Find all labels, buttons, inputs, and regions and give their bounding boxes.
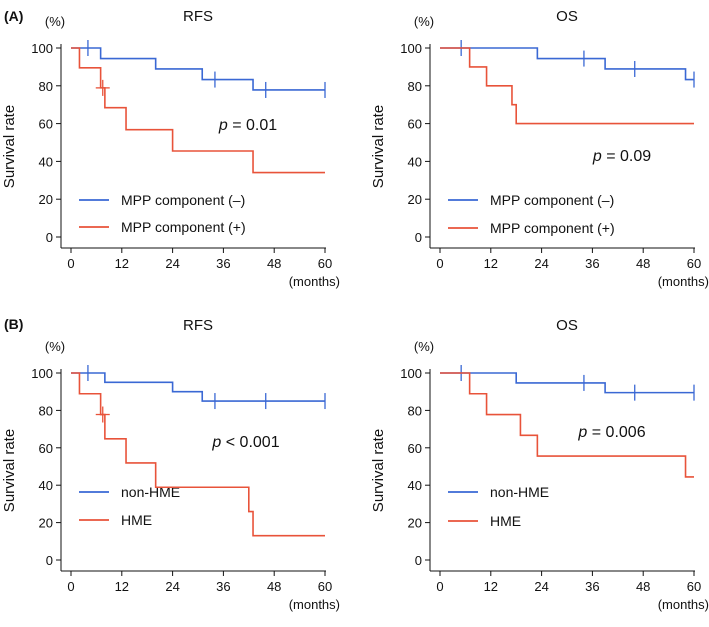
y-unit-label: (%) [414,339,434,354]
x-axis-label: (months) [658,597,709,612]
y-tick-label: 0 [415,230,422,245]
p-value: = 0.006 [587,424,645,441]
x-tick-label: 0 [436,579,443,594]
y-tick-label: 100 [400,366,422,381]
y-axis-label: Survival rate [1,105,18,188]
legend-label: non-HME [121,484,180,500]
y-tick-label: 20 [408,192,422,207]
x-tick-label: 48 [267,256,281,271]
legend-label: MPP component (–) [121,192,245,208]
chart-2-os: OS (%) Survival rate 0 20 40 60 80 100 0 12 24 36 48 6… [370,8,709,289]
survival-curve-positive-group [71,372,325,537]
survival-curve-negative-group [71,372,325,402]
chart-title: RFS [183,8,213,25]
x-tick-label: 12 [115,256,129,271]
y-unit-label: (%) [414,14,434,29]
x-tick-label: 36 [216,256,230,271]
x-tick-label: 0 [67,256,74,271]
x-tick-label: 24 [534,579,548,594]
chart-title: RFS [183,317,213,334]
y-axis-label: Survival rate [1,429,18,512]
chart-3-rfs: RFS (%) Survival rate 0 20 40 60 80 100 0 12 24 36 48… [1,317,340,612]
y-unit-label: (%) [45,14,65,29]
y-tick-label: 40 [39,154,53,169]
survival-curve-negative-group [71,47,325,91]
x-tick-label: 36 [216,579,230,594]
legend-label: non-HME [490,484,549,500]
y-tick-label: 60 [408,441,422,456]
y-tick-label: 0 [46,553,53,568]
y-tick-label: 100 [31,41,53,56]
x-tick-label: 36 [585,579,599,594]
y-tick-label: 80 [39,403,53,418]
y-axis-label: Survival rate [370,429,387,512]
y-tick-label: 80 [39,79,53,94]
y-tick-label: 20 [39,192,53,207]
y-tick-label: 100 [400,41,422,56]
x-tick-label: 36 [585,256,599,271]
x-axis-label: (months) [289,274,340,289]
x-tick-label: 24 [165,256,179,271]
survival-curve-positive-group [71,47,325,174]
legend-label: MPP component (+) [490,220,615,236]
x-tick-label: 0 [436,256,443,271]
p-symbol: p [577,424,587,441]
chart-title: OS [556,8,578,25]
y-tick-label: 0 [46,230,53,245]
x-tick-label: 60 [318,256,332,271]
x-tick-label: 0 [67,579,74,594]
legend-label: MPP component (+) [121,219,246,235]
survival-curve-positive-group [440,47,694,125]
legend-label: HME [490,513,521,529]
chart-title: OS [556,317,578,334]
survival-curve-negative-group [440,372,694,394]
x-axis-label: (months) [289,597,340,612]
y-tick-label: 60 [39,441,53,456]
x-axis-label: (months) [658,274,709,289]
p-symbol: p [218,117,228,134]
panel-label-a: (A) [4,8,23,24]
y-tick-label: 0 [415,553,422,568]
p-value: = 0.01 [228,117,277,134]
y-tick-label: 20 [408,516,422,531]
x-tick-label: 24 [534,256,548,271]
x-tick-label: 48 [636,256,650,271]
legend-label: MPP component (–) [490,192,614,208]
x-tick-label: 60 [687,579,701,594]
chart-1-rfs: RFS (%) Survival rate 0 20 40 60 80 100 0 12 24 36 48… [1,8,340,289]
y-tick-label: 40 [39,478,53,493]
y-tick-label: 20 [39,516,53,531]
p-symbol: p [211,434,221,451]
legend-label: HME [121,512,152,528]
survival-curve-positive-group [440,372,694,478]
p-value: < 0.001 [221,434,279,451]
p-value-label: p = 0.01 [218,117,277,134]
x-tick-label: 12 [484,579,498,594]
y-tick-label: 60 [39,117,53,132]
p-value: = 0.09 [602,148,651,165]
y-tick-label: 80 [408,403,422,418]
p-symbol: p [592,148,602,165]
y-tick-label: 100 [31,366,53,381]
y-tick-label: 60 [408,117,422,132]
x-tick-label: 60 [687,256,701,271]
y-unit-label: (%) [45,339,65,354]
y-tick-label: 80 [408,79,422,94]
x-tick-label: 12 [115,579,129,594]
y-axis-label: Survival rate [370,105,387,188]
y-tick-label: 40 [408,478,422,493]
survival-curve-negative-group [440,47,694,81]
x-tick-label: 24 [165,579,179,594]
chart-4-os: OS (%) Survival rate 0 20 40 60 80 100 0 12 24 36 48 6… [370,317,709,612]
p-value-label: p < 0.001 [211,434,279,451]
x-tick-label: 60 [318,579,332,594]
p-value-label: p = 0.09 [592,148,651,165]
y-tick-label: 40 [408,154,422,169]
x-tick-label: 48 [636,579,650,594]
panel-label-b: (B) [4,316,23,332]
x-tick-label: 48 [267,579,281,594]
p-value-label: p = 0.006 [577,424,645,441]
x-tick-label: 12 [484,256,498,271]
